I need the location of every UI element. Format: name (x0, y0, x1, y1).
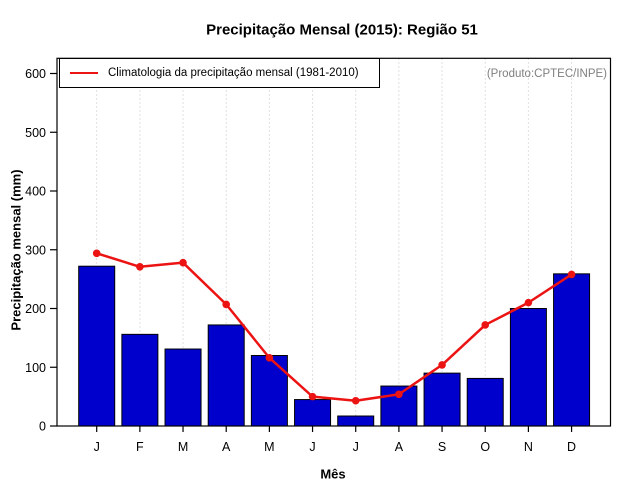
climatology-point-1 (136, 262, 144, 271)
legend-box: Climatologia da precipitação mensal (198… (59, 58, 380, 88)
y-axis-title: Precipitação mensal (mm) (8, 169, 24, 331)
x-tick-label: A (395, 440, 404, 454)
y-tick-label: 300 (25, 243, 46, 257)
climatology-point-7 (395, 390, 403, 399)
x-tick-label: O (480, 440, 490, 454)
bar-6-J (337, 415, 375, 427)
bar-8-S (423, 372, 461, 427)
bar-3-A (207, 324, 245, 427)
climatology-point-8 (438, 361, 446, 369)
x-tick-label: F (136, 440, 144, 454)
x-tick-label: J (309, 440, 315, 454)
x-tick-label: S (438, 440, 446, 454)
legend-line-swatch (70, 72, 98, 74)
x-axis-title: Mês (320, 466, 346, 482)
x-tick-label: J (353, 440, 359, 454)
product-watermark: (Produto:CPTEC/INPE) (486, 68, 607, 80)
bar-10-N (509, 308, 547, 427)
bar-9-O (466, 377, 504, 427)
x-tick-label: A (222, 440, 231, 454)
y-tick-label: 500 (25, 126, 46, 140)
climatology-point-3 (222, 300, 231, 309)
bar-4-M (250, 355, 288, 427)
x-tick-label: D (567, 440, 576, 454)
y-tick-label: 0 (39, 420, 46, 434)
climatology-point-0 (92, 249, 101, 258)
legend-label: Climatologia da precipitação mensal (198… (108, 67, 359, 79)
climatology-line (95, 252, 573, 402)
y-tick-label: 200 (25, 302, 46, 316)
climatology-point-11 (567, 270, 576, 279)
x-tick-label: M (264, 440, 274, 454)
climatology-point-9 (481, 321, 490, 329)
y-tick-label: 600 (25, 67, 46, 81)
bar-5-J (294, 399, 332, 427)
bar-11-D (553, 273, 591, 427)
x-tick-label: M (178, 440, 188, 454)
chart-title: Precipitação Mensal (2015): Região 51 (206, 21, 478, 39)
y-tick-label: 100 (25, 361, 46, 375)
climatology-point-10 (524, 298, 533, 307)
climatology-point-4 (265, 354, 274, 362)
climatology-point-6 (351, 396, 360, 405)
x-tick-label: J (94, 440, 100, 454)
y-tick-label: 400 (25, 185, 46, 199)
x-tick-label: N (524, 440, 533, 454)
bar-2-M (164, 348, 202, 427)
bar-1-F (121, 333, 159, 427)
climatology-point-2 (179, 258, 187, 267)
climatology-point-5 (308, 392, 317, 401)
bar-0-J (78, 265, 116, 427)
